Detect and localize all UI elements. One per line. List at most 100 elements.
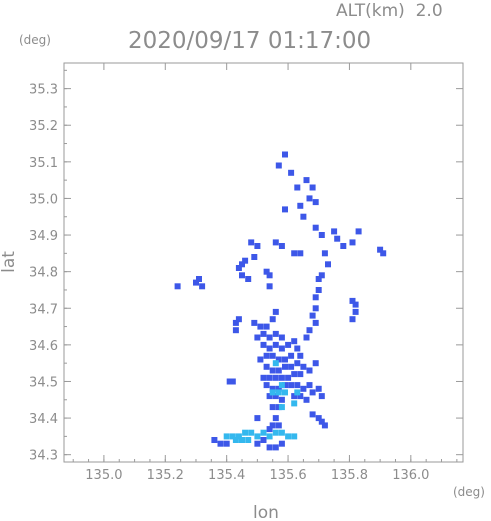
echo-point xyxy=(278,334,285,341)
echo-point xyxy=(331,228,338,235)
echo-point xyxy=(312,199,319,206)
altitude-label: ALT(km) 2.0 xyxy=(336,1,443,21)
y-tick-label: 34.5 xyxy=(29,375,58,390)
echo-point-light xyxy=(223,433,230,440)
echo-point xyxy=(278,396,285,403)
echo-point xyxy=(266,393,273,400)
echo-point-light xyxy=(285,433,292,440)
echo-point xyxy=(263,363,270,370)
echo-point xyxy=(272,341,279,348)
echo-point xyxy=(275,404,282,411)
echo-point xyxy=(269,367,276,374)
echo-point-light xyxy=(275,389,282,396)
echo-point xyxy=(266,444,273,451)
echo-point-light xyxy=(272,429,279,436)
echo-point xyxy=(306,327,313,334)
echo-point xyxy=(245,276,252,282)
echo-point-light xyxy=(278,429,285,436)
echo-point xyxy=(254,440,261,447)
echo-point xyxy=(269,422,276,429)
echo-point xyxy=(312,319,319,326)
y-tick-label: 35.1 xyxy=(29,156,58,171)
y-tick-label: 34.3 xyxy=(29,449,58,464)
echo-point-light xyxy=(282,389,288,396)
echo-point xyxy=(275,356,282,363)
echo-point xyxy=(272,374,279,381)
y-tick-label: 34.4 xyxy=(29,412,58,427)
echo-point xyxy=(266,272,273,279)
echo-point xyxy=(303,177,310,184)
echo-point xyxy=(349,297,356,304)
y-tick-label: 34.6 xyxy=(29,339,58,354)
echo-point xyxy=(312,360,319,367)
x-tick-label: 135.6 xyxy=(269,468,306,483)
axis-ticks: 135.0 135.2 135.4 135.6 135.8 136.0 34.3 34.4 34… xyxy=(29,63,463,483)
echo-point xyxy=(321,250,328,257)
x-axis-label: lon xyxy=(253,503,279,521)
x-tick-label: 135.8 xyxy=(331,468,368,483)
echo-point xyxy=(269,385,276,392)
echo-point-light xyxy=(235,433,242,440)
echo-point xyxy=(318,272,325,279)
echo-point xyxy=(288,169,295,176)
echo-point-light xyxy=(278,404,285,411)
x-tick-label: 135.4 xyxy=(208,468,245,483)
echo-point xyxy=(254,243,261,249)
echo-point-light xyxy=(291,433,298,440)
y-tick-label: 35.3 xyxy=(29,83,58,98)
y-tick-label: 34.7 xyxy=(29,302,58,317)
y-axis-label: lat xyxy=(0,251,19,273)
echo-point xyxy=(260,374,267,381)
echo-point xyxy=(325,261,331,268)
y-unit-label: (deg) xyxy=(19,33,51,47)
echo-point-light xyxy=(254,433,261,440)
echo-point xyxy=(300,213,307,220)
echo-point xyxy=(312,294,319,301)
echo-point xyxy=(306,382,313,389)
echo-point xyxy=(312,224,319,231)
echo-point-light xyxy=(229,433,236,440)
echo-point xyxy=(291,338,298,345)
echo-point xyxy=(251,254,258,260)
echo-point xyxy=(254,334,261,341)
echo-point xyxy=(263,382,270,389)
echo-point xyxy=(285,374,292,381)
echo-point xyxy=(266,334,273,341)
echo-point xyxy=(309,312,316,319)
echo-point xyxy=(266,374,273,381)
echo-point xyxy=(229,378,236,385)
echo-point xyxy=(272,444,279,451)
echo-point xyxy=(300,385,307,392)
echo-point xyxy=(260,330,267,337)
echo-point xyxy=(269,316,276,323)
x-tick-label: 135.0 xyxy=(85,468,122,483)
echo-point xyxy=(174,283,181,290)
echo-point xyxy=(312,305,319,312)
echo-point xyxy=(309,184,316,191)
echo-point xyxy=(269,404,276,411)
echo-point xyxy=(263,268,270,275)
echo-point xyxy=(297,250,304,257)
echo-point xyxy=(257,356,264,363)
echo-point xyxy=(211,437,218,443)
echo-point xyxy=(282,206,288,213)
echo-point xyxy=(297,371,304,378)
echo-point xyxy=(349,239,356,246)
chart-title: 2020/09/17 01:17:00 xyxy=(128,28,371,54)
echo-point xyxy=(285,341,292,348)
echo-point xyxy=(272,239,279,246)
echo-point xyxy=(248,239,255,246)
echo-point xyxy=(352,308,359,315)
echo-point xyxy=(294,382,301,389)
echo-point xyxy=(291,393,298,400)
echo-point-light xyxy=(239,437,245,443)
echo-point xyxy=(291,371,298,378)
echo-point xyxy=(260,437,267,443)
echo-point-light xyxy=(245,437,252,443)
echo-point-light xyxy=(269,389,276,396)
echo-point xyxy=(294,184,301,191)
echo-point xyxy=(251,319,258,326)
echo-point xyxy=(294,360,301,367)
echo-point xyxy=(275,422,282,429)
echo-point xyxy=(300,363,307,370)
